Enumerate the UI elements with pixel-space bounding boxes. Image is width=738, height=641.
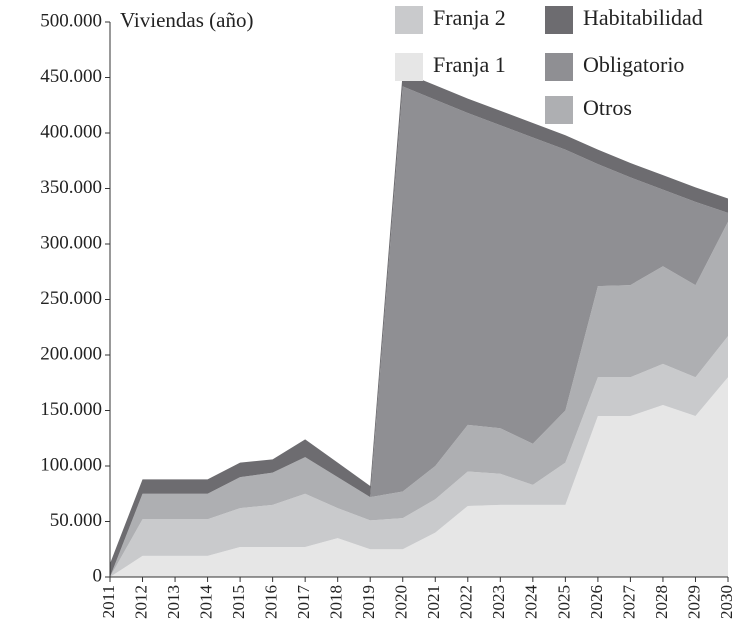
x-tick-label: 2023 xyxy=(489,585,508,619)
legend-label: Franja 1 xyxy=(433,52,506,77)
y-tick-label: 450.000 xyxy=(40,66,102,87)
legend-label: Habitabilidad xyxy=(583,5,703,30)
x-tick-label: 2022 xyxy=(457,585,476,619)
y-tick-label: 200.000 xyxy=(40,343,102,364)
x-tick-label: 2018 xyxy=(327,585,346,619)
x-tick-label: 2025 xyxy=(554,585,573,619)
x-tick-label: 2021 xyxy=(424,585,443,619)
x-tick-label: 2026 xyxy=(587,585,606,619)
y-tick-label: 150.000 xyxy=(40,399,102,420)
legend-label: Otros xyxy=(583,95,632,120)
x-tick-label: 2011 xyxy=(99,585,118,618)
legend-swatch xyxy=(545,96,573,124)
x-tick-label: 2015 xyxy=(229,585,248,619)
x-tick-label: 2013 xyxy=(164,585,183,619)
x-tick-label: 2012 xyxy=(131,585,150,619)
x-tick-label: 2017 xyxy=(294,585,313,620)
x-tick-label: 2014 xyxy=(196,585,215,620)
legend-label: Obligatorio xyxy=(583,52,684,77)
y-tick-label: 300.000 xyxy=(40,232,102,253)
y-tick-label: 100.000 xyxy=(40,454,102,475)
y-axis-title: Viviendas (año) xyxy=(120,8,253,32)
legend-swatch xyxy=(545,53,573,81)
x-tick-label: 2030 xyxy=(717,585,736,619)
y-tick-label: 400.000 xyxy=(40,121,102,142)
x-tick-label: 2024 xyxy=(522,585,541,620)
x-tick-label: 2029 xyxy=(684,585,703,619)
area xyxy=(110,221,728,578)
legend-swatch xyxy=(395,6,423,34)
legend-label: Franja 2 xyxy=(433,5,506,30)
y-tick-label: 500.000 xyxy=(40,10,102,31)
x-tick-label: 2028 xyxy=(652,585,671,619)
y-tick-label: 50.000 xyxy=(50,510,102,531)
area xyxy=(110,336,728,577)
area xyxy=(110,377,728,577)
x-tick-label: 2020 xyxy=(392,585,411,619)
y-tick-label: 0 xyxy=(93,565,103,586)
legend-swatch xyxy=(395,53,423,81)
y-tick-label: 250.000 xyxy=(40,288,102,309)
x-tick-label: 2016 xyxy=(262,585,281,619)
x-tick-label: 2027 xyxy=(619,585,638,620)
legend-swatch xyxy=(545,6,573,34)
area xyxy=(110,86,728,577)
y-tick-label: 350.000 xyxy=(40,177,102,198)
x-tick-label: 2019 xyxy=(359,585,378,619)
